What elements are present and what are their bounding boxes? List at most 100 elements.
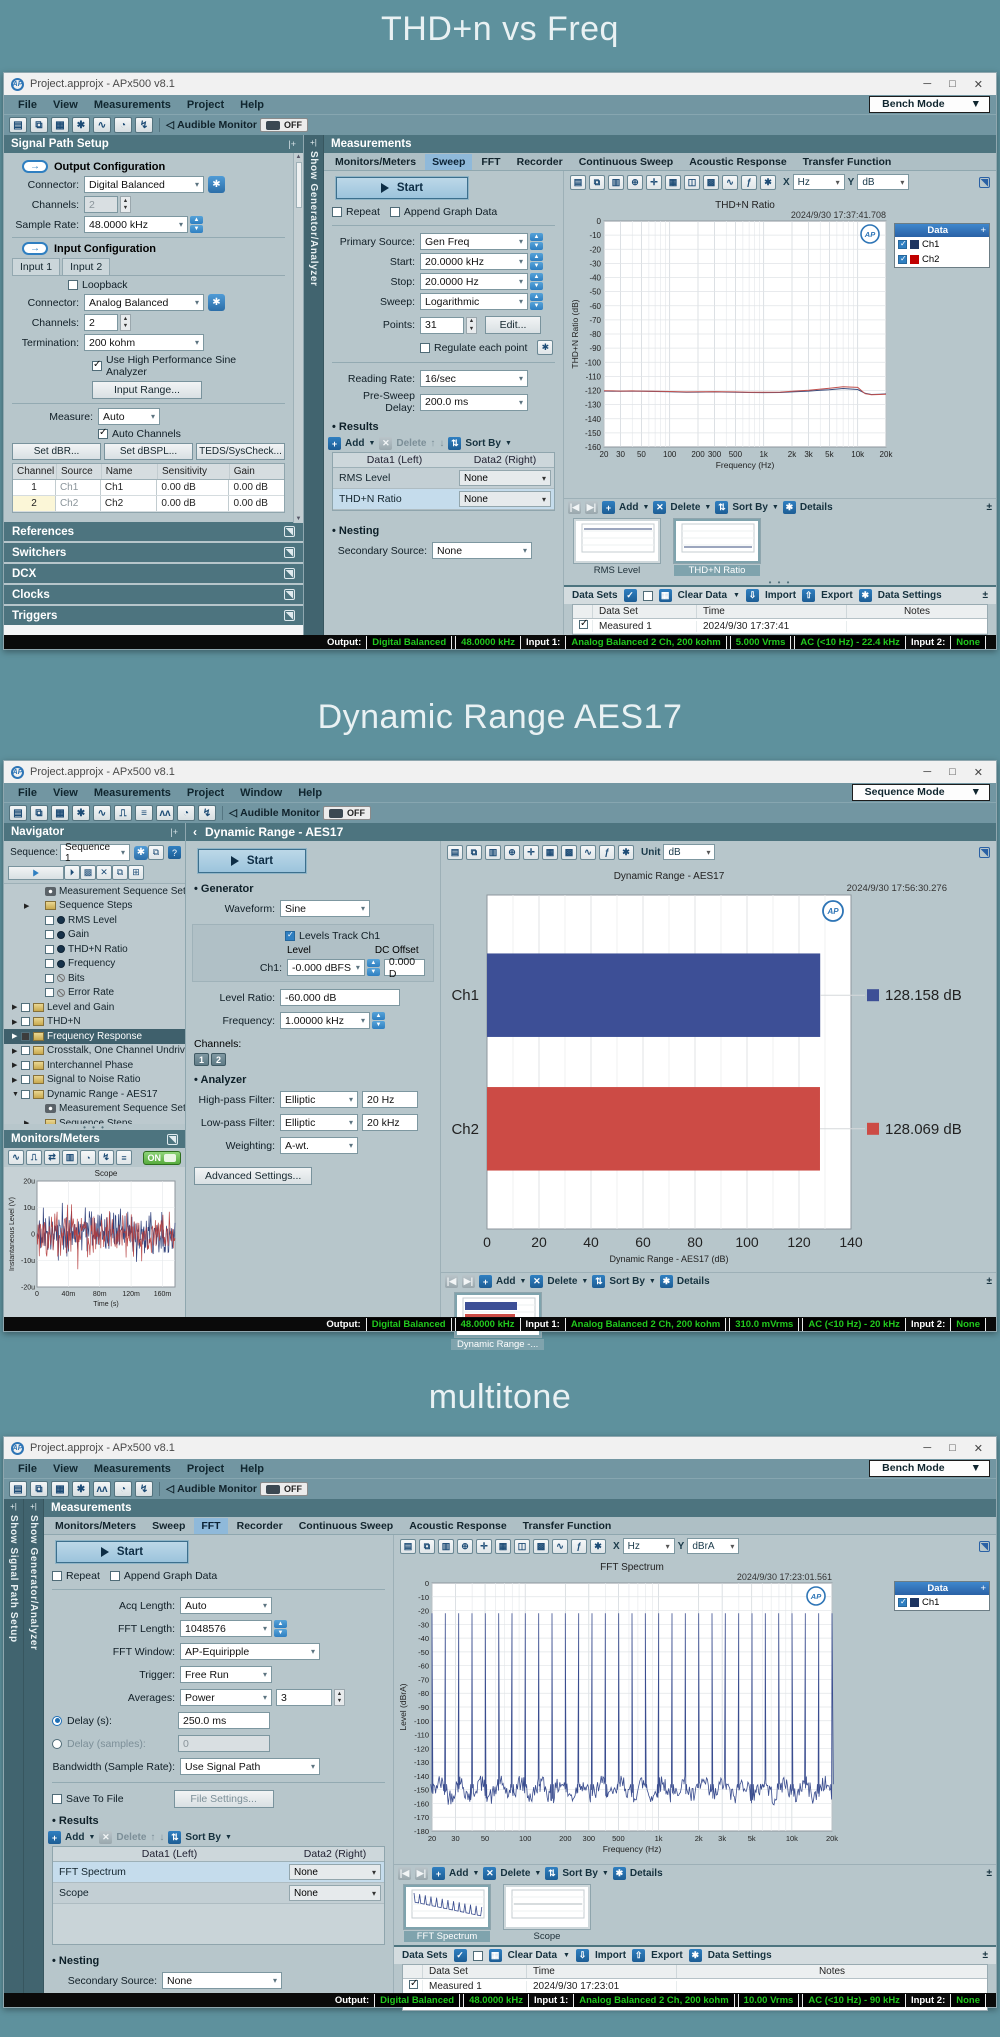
popout-graph-icon[interactable]: ◥ — [979, 1540, 990, 1552]
copy-icon[interactable]: ⧉ — [112, 865, 128, 880]
monitor-toolbar-icon[interactable]: ◔ — [80, 1150, 96, 1165]
monitor-toolbar-icon[interactable]: ↯ — [98, 1150, 114, 1165]
tree-arrow-icon[interactable]: ▶ — [12, 1047, 18, 1055]
toolbar-icon[interactable]: ▤ — [9, 117, 27, 133]
delete-icon[interactable]: ✕ — [653, 501, 667, 514]
result-row[interactable]: RMS Level None — [333, 468, 554, 489]
toolbar-icon[interactable]: ↯ — [198, 805, 216, 821]
titlebar[interactable]: AP Project.approjx - APx500 v8.1 ─ □ ✕ — [4, 1437, 996, 1459]
x-unit-select[interactable]: Hz — [792, 174, 845, 190]
measurement-tab[interactable]: Continuous Sweep — [578, 156, 674, 168]
input-connector-settings-icon[interactable]: ✱ — [208, 294, 225, 311]
graph-toolbar-icon[interactable]: ▤ — [400, 1538, 416, 1554]
loopback-checkbox[interactable] — [68, 280, 78, 290]
nav-tree-item[interactable]: Frequency — [4, 957, 185, 972]
nav-tree-item[interactable]: Bits — [4, 971, 185, 986]
nav-tree-item[interactable]: Gain — [4, 928, 185, 943]
tree-arrow-icon[interactable]: ▶ — [12, 1004, 18, 1012]
data2-select[interactable]: None — [289, 1885, 381, 1901]
titlebar[interactable]: AP Project.approjx - APx500 v8.1 ─ □ ✕ — [4, 73, 996, 95]
graph-toolbar-icon[interactable]: ƒ — [599, 844, 615, 860]
show-generator-analyzer-strip[interactable]: +| Show Generator/Analyzer — [24, 1499, 44, 1993]
nav-tree-item[interactable]: Error Rate — [4, 986, 185, 1001]
toolbar-icon[interactable]: ✱ — [72, 117, 90, 133]
regulate-checkbox[interactable] — [420, 342, 430, 353]
toolbar-icon[interactable]: ↯ — [135, 1481, 153, 1497]
toolbar-icon[interactable]: ◔ — [177, 805, 195, 821]
pin-icon[interactable]: |+ — [170, 827, 178, 837]
nav-tree-item[interactable]: RMS Level — [4, 913, 185, 928]
termination-select[interactable]: 200 kohm — [84, 334, 204, 351]
open-panel-icon[interactable]: ◥ — [284, 610, 295, 621]
graph-toolbar-icon[interactable]: ◫ — [514, 1538, 530, 1554]
move-down-icon[interactable]: ↓ — [159, 1832, 165, 1843]
weighting-select[interactable]: A-wt. — [280, 1137, 358, 1154]
popout-icon[interactable]: ◥ — [167, 1133, 178, 1145]
toolbar-icon[interactable]: ≡ — [135, 805, 153, 821]
details-icon[interactable]: ✱ — [612, 1867, 626, 1880]
edit-points-button[interactable]: Edit... — [485, 316, 541, 334]
measurement-tab[interactable]: Transfer Function — [522, 1520, 612, 1532]
close-button[interactable]: ✕ — [973, 78, 983, 91]
toolbar-icon[interactable]: ▦ — [51, 117, 69, 133]
toolbar-icon[interactable]: ◔ — [114, 1481, 132, 1497]
input-channels-stepper[interactable]: ▲ ▼ — [120, 314, 131, 331]
hp-freq-field[interactable]: 20 Hz — [362, 1091, 418, 1108]
sample-rate-select[interactable]: 48.0000 kHz — [84, 216, 188, 233]
output-channels-field[interactable]: 2 — [84, 196, 118, 213]
expand-icon[interactable]: ± — [982, 590, 989, 601]
graph-toolbar-icon[interactable]: ▩ — [533, 1538, 549, 1554]
delay-samples-field[interactable]: 0 — [178, 1735, 270, 1752]
menu-item[interactable]: Measurements — [93, 98, 171, 111]
graph-toolbar-icon[interactable]: ▦ — [665, 174, 681, 190]
set-button[interactable]: Set dBSPL... — [104, 443, 193, 460]
delete-icon[interactable]: ✕ — [99, 1831, 113, 1844]
tree-checkbox[interactable] — [45, 915, 54, 925]
set-button[interactable]: TEDS/SysCheck... — [196, 443, 285, 460]
pin-icon[interactable]: + — [980, 225, 986, 236]
nav-tree-item[interactable]: THD+N Ratio — [4, 942, 185, 957]
toolbar-icon[interactable]: ▦ — [51, 805, 69, 821]
delay-s-field[interactable]: 250.0 ms — [178, 1712, 270, 1729]
acq-length-select[interactable]: Auto — [180, 1597, 272, 1614]
result-thumbnail[interactable]: FFT Spectrum — [403, 1884, 491, 1942]
nav-tree-item[interactable]: ▶ Level and Gain — [12, 1001, 115, 1013]
data-set-row[interactable]: Measured 1 2024/9/30 17:37:41 — [573, 618, 987, 634]
averages-count-field[interactable]: 3 — [276, 1689, 332, 1706]
monitor-toolbar-icon[interactable]: ≡ — [116, 1150, 132, 1165]
sequence-report-icon[interactable]: ⧉ — [148, 845, 164, 860]
tree-arrow-icon[interactable]: ▶ — [12, 1076, 18, 1084]
toolbar-icon[interactable]: ⧉ — [30, 117, 48, 133]
measurement-tab[interactable]: Recorder — [236, 1520, 283, 1532]
menu-item[interactable]: Measurements — [93, 786, 171, 799]
menu-item[interactable]: Help — [298, 786, 323, 799]
popout-graph-icon[interactable]: ◥ — [979, 846, 990, 858]
result-row[interactable]: Scope None — [53, 1883, 384, 1904]
add-icon[interactable]: + — [432, 1867, 445, 1880]
file-settings-button[interactable]: File Settings... — [173, 1790, 274, 1808]
channel-toggle-button[interactable]: 1 — [194, 1053, 209, 1066]
move-down-icon[interactable]: ↓ — [439, 438, 445, 449]
graph-toolbar-icon[interactable]: ▥ — [438, 1538, 454, 1554]
frequency-field[interactable]: 1.00000 kHz — [280, 1012, 370, 1029]
move-up-icon[interactable]: ↑ — [430, 438, 436, 449]
maximize-button[interactable]: □ — [949, 1441, 956, 1454]
points-stepper[interactable]: ▲ ▼ — [466, 316, 477, 334]
last-result-icon[interactable]: ▶| — [585, 501, 598, 514]
toolbar-icon[interactable]: ⧉ — [30, 1481, 48, 1497]
monitor-toolbar-icon[interactable]: ∿ — [8, 1150, 24, 1165]
unit-select[interactable]: dB — [663, 844, 716, 860]
sequence-mode-button[interactable]: Sequence Mode ▼ — [851, 784, 990, 801]
sidebar-section[interactable]: References ◥ — [4, 522, 303, 541]
fft-length-stepper[interactable]: ▲ ▼ — [274, 1620, 287, 1637]
graph-toolbar-icon[interactable]: ▩ — [703, 174, 719, 190]
fft-window-select[interactable]: AP-Equiripple — [180, 1643, 320, 1660]
result-row[interactable]: THD+N Ratio None — [333, 489, 554, 510]
add-icon[interactable]: + — [48, 1831, 61, 1844]
measurement-tab[interactable]: Transfer Function — [802, 156, 892, 168]
graph-toolbar-icon[interactable]: ▥ — [485, 844, 501, 860]
measurement-tab[interactable]: Recorder — [516, 156, 563, 168]
input-tab[interactable]: Input 1 — [12, 258, 61, 275]
minimize-button[interactable]: ─ — [923, 765, 932, 778]
data-set-checkbox[interactable] — [579, 618, 588, 629]
